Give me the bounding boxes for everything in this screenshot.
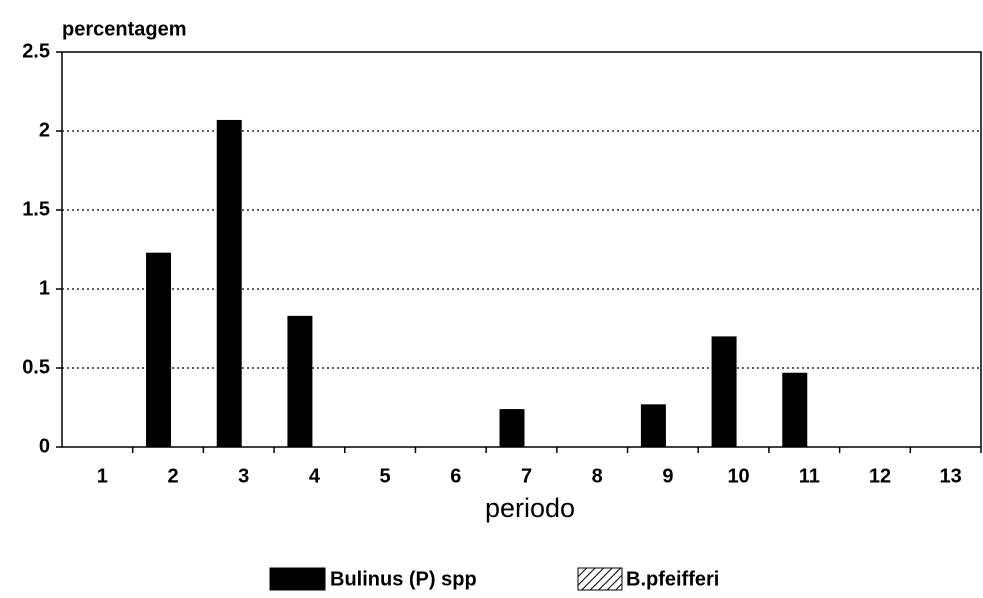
x-tick-label: 13 [940, 465, 962, 487]
x-tick-label: 1 [97, 465, 108, 487]
legend-label: Bulinus (P) spp [330, 568, 477, 590]
bar [640, 404, 666, 447]
y-tick-label: 1 [39, 277, 50, 299]
x-tick-label: 6 [450, 465, 461, 487]
plot-frame [61, 51, 982, 448]
y-tick-label: 2.5 [22, 40, 50, 62]
bar [146, 252, 172, 447]
x-tick-label: 9 [662, 465, 673, 487]
x-tick-label: 4 [309, 465, 321, 487]
y-tick-label: 0.5 [22, 356, 50, 378]
bar [782, 372, 808, 447]
bar [499, 409, 525, 447]
bar [216, 119, 242, 447]
bar [287, 315, 313, 447]
x-tick-label: 8 [592, 465, 603, 487]
x-tick-label: 11 [799, 465, 820, 487]
x-tick-label: 10 [727, 465, 749, 487]
x-tick-label: 3 [238, 465, 249, 487]
bar [711, 336, 737, 447]
x-tick-label: 12 [869, 465, 891, 487]
legend-swatch [577, 567, 623, 591]
y-tick-label: 2 [39, 119, 50, 141]
x-tick-label: 7 [521, 465, 532, 487]
y-tick-label: 1.5 [22, 198, 50, 220]
y-tick-label: 0 [39, 435, 50, 457]
legend-swatch [269, 567, 326, 591]
y-axis-label: percentagem [62, 18, 187, 40]
x-tick-label: 5 [380, 465, 391, 487]
x-tick-label: 2 [167, 465, 178, 487]
x-axis-label: periodo [485, 493, 575, 523]
legend-label: B.pfeifferi [626, 568, 719, 590]
